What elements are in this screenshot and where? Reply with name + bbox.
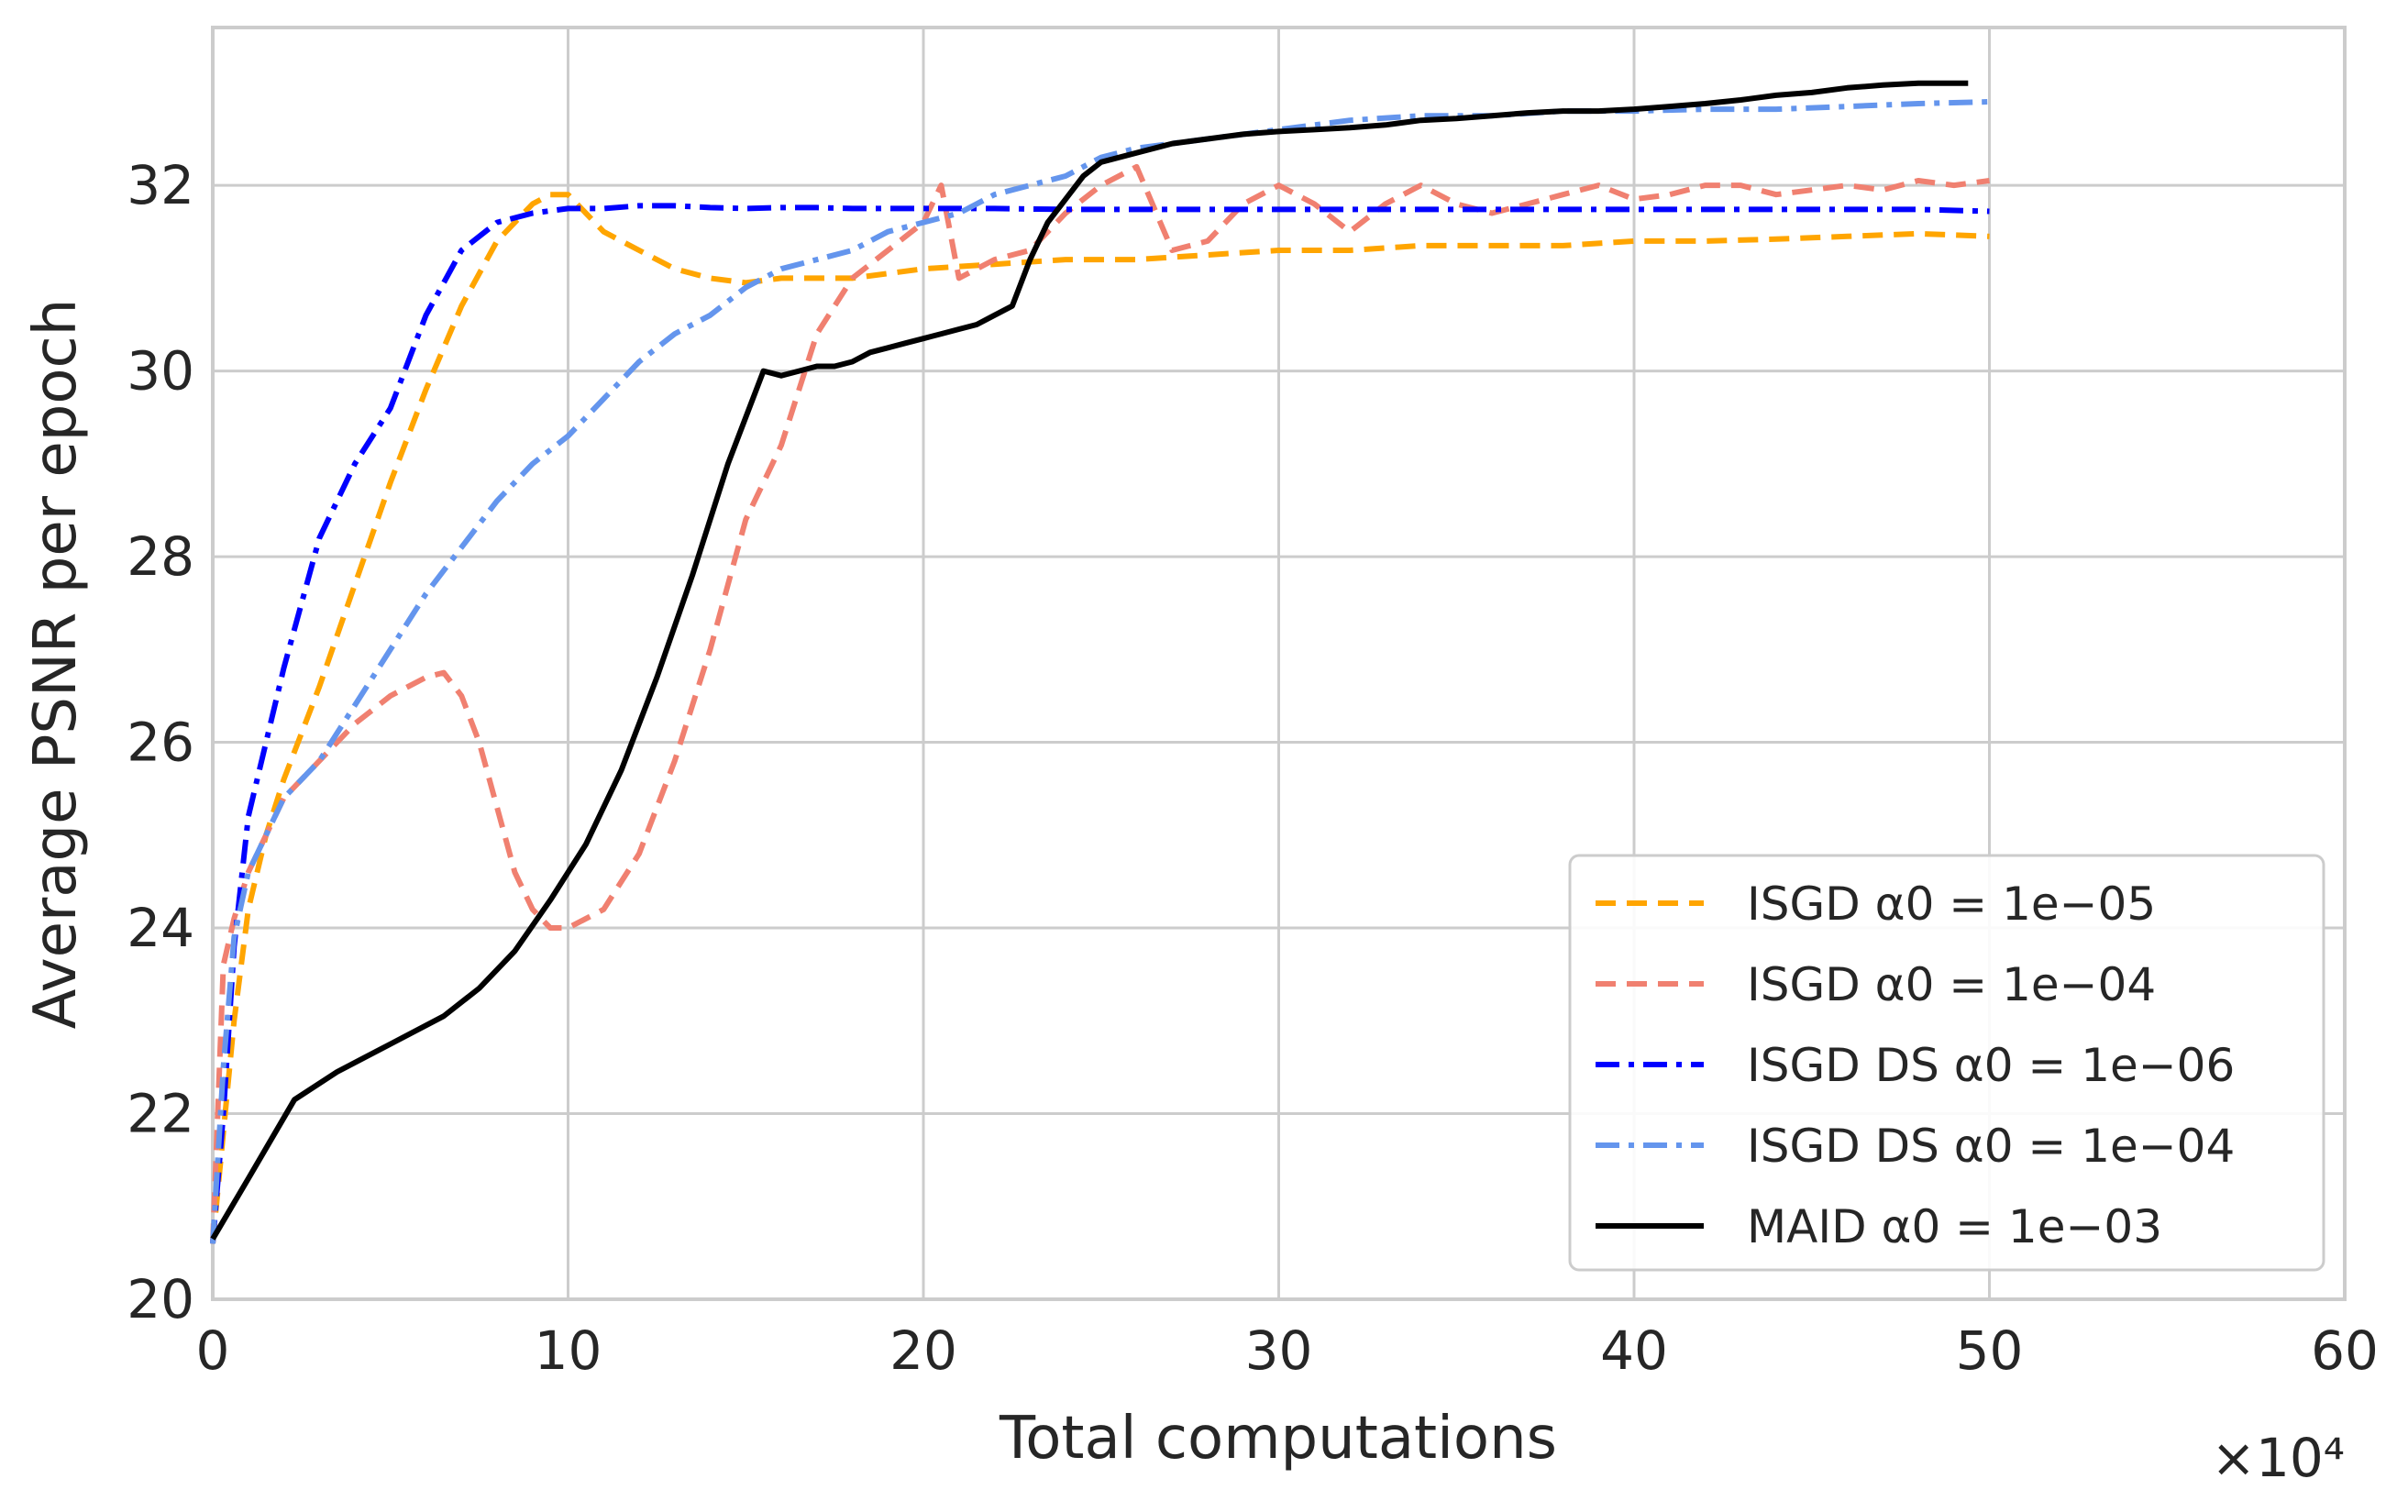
series-line-3 [210, 203, 1990, 1244]
legend-items: ISGD α0 = 1e−05 ISGD α0 = 1e−04 ISGD DS α0… [1596, 877, 2235, 1253]
y-tick-labels: 20 22 24 26 28 30 32 [127, 154, 194, 1330]
series-line-4 [210, 99, 1990, 1244]
legend-label-5: MAID α0 = 1e−03 [1747, 1200, 2162, 1253]
x-tick-label: 50 [1956, 1319, 2024, 1382]
y-tick-label: 28 [127, 525, 194, 588]
y-tick-label: 30 [127, 340, 194, 403]
legend: ISGD α0 = 1e−05 ISGD α0 = 1e−04 ISGD DS α0… [1568, 854, 2325, 1272]
x-tick-label: 10 [535, 1319, 602, 1382]
y-tick-label: 24 [127, 897, 194, 959]
legend-label-3: ISGD DS α0 = 1e−06 [1747, 1039, 2235, 1092]
y-tick-label: 32 [127, 154, 194, 216]
y-tick-label: 22 [127, 1083, 194, 1145]
y-tick-label: 20 [127, 1268, 194, 1330]
legend-label-4: ISGD DS α0 = 1e−04 [1747, 1120, 2235, 1173]
x-multiplier-label: ×10⁴ [2211, 1427, 2345, 1489]
series-layer [210, 80, 1990, 1244]
series-line-2 [210, 163, 1990, 1244]
x-tick-label: 40 [1600, 1319, 1668, 1382]
legend-label-2: ISGD α0 = 1e−04 [1747, 958, 2156, 1011]
legend-box [1568, 854, 2325, 1272]
y-tick-label: 26 [127, 712, 194, 774]
y-axis-title: Average PSNR per epoch [22, 299, 90, 1030]
x-tick-label: 60 [2311, 1319, 2379, 1382]
x-tick-label: 20 [889, 1319, 957, 1382]
x-tick-label: 0 [196, 1319, 230, 1382]
x-axis-title: Total computations [999, 1405, 1557, 1473]
series-line-5 [210, 80, 1969, 1241]
x-tick-labels: 0 10 20 30 40 50 60 [196, 1319, 2379, 1382]
legend-label-1: ISGD α0 = 1e−05 [1747, 877, 2156, 931]
series-line-1 [210, 192, 1990, 1244]
plot-frame [211, 26, 2347, 1301]
x-tick-label: 30 [1245, 1319, 1313, 1382]
